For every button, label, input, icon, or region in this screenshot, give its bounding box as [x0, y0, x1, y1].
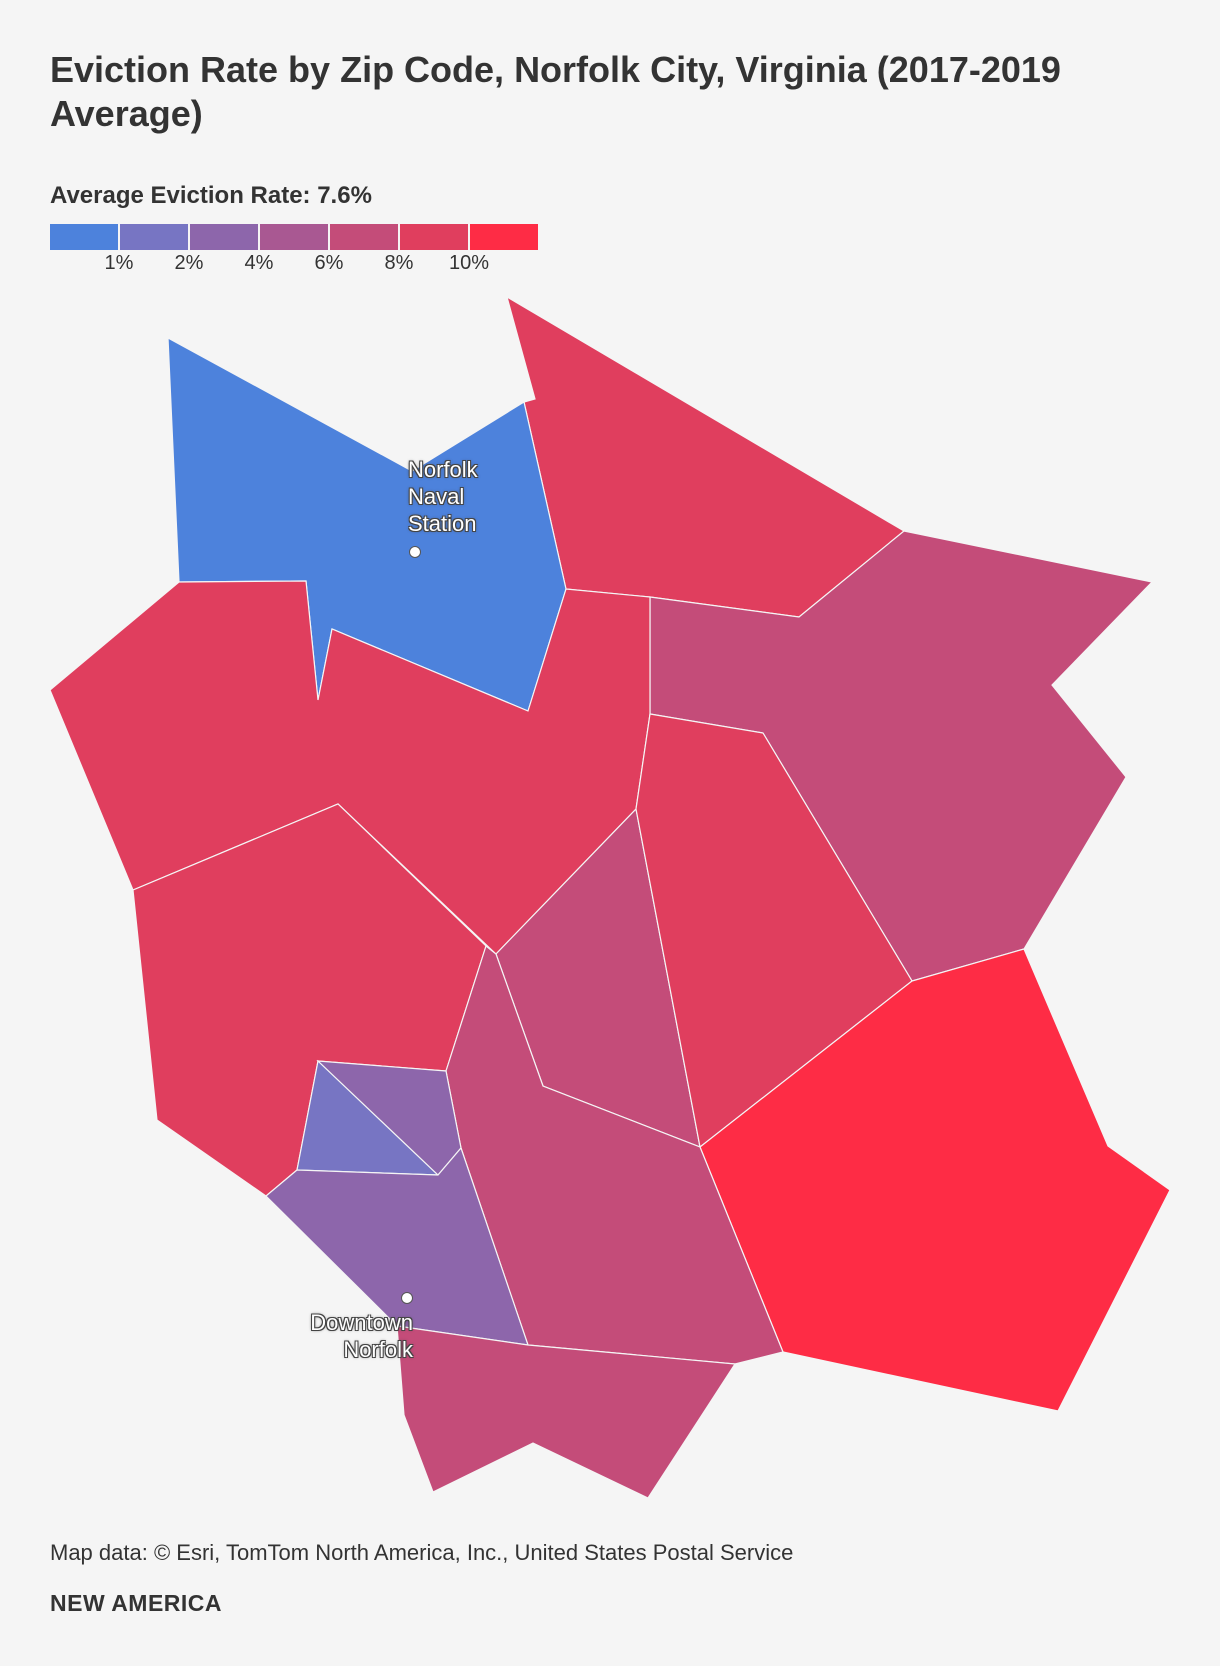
place-label-naval-station: Norfolk Naval Station	[408, 457, 478, 536]
legend-swatch-6	[400, 224, 468, 250]
legend-swatch-3	[190, 224, 258, 250]
location-dot-icon	[409, 546, 421, 558]
legend-tick-6: 10%	[448, 252, 490, 274]
zip-region[interactable]	[506, 295, 906, 618]
chart-title: Eviction Rate by Zip Code, Norfolk City,…	[50, 49, 1061, 134]
source-note: Map data: © Esri, TomTom North America, …	[50, 1540, 794, 1565]
legend-tick-labels: 1% 2% 4% 6% 8% 10%	[50, 252, 570, 280]
legend-swatch-2	[120, 224, 188, 250]
legend-swatch-5	[330, 224, 398, 250]
legend-tick-2: 2%	[174, 252, 204, 274]
zip-region[interactable]	[635, 713, 913, 1149]
legend-tick-3: 4%	[244, 252, 274, 274]
legend-title: Average Eviction Rate: 7.6%	[50, 182, 372, 209]
legend-tick-1: 1%	[104, 252, 134, 274]
place-label-downtown: Downtown Norfolk	[310, 1310, 413, 1362]
location-dot-icon	[401, 1292, 413, 1304]
zip-region[interactable]	[699, 948, 1171, 1412]
legend-tick-4: 6%	[314, 252, 344, 274]
zip-region[interactable]	[396, 1325, 737, 1499]
legend-tick-5: 8%	[384, 252, 414, 274]
legend-swatch-4	[260, 224, 328, 250]
color-legend	[50, 224, 538, 250]
brand-logo-text: NEW AMERICA	[50, 1590, 223, 1616]
legend-swatch-7	[470, 224, 538, 250]
legend-swatch-1	[50, 224, 118, 250]
